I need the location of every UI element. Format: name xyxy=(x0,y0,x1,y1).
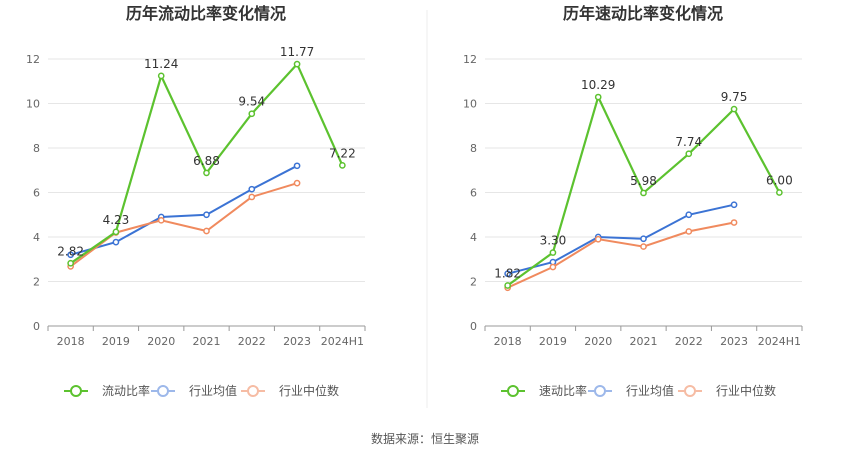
data-point xyxy=(730,105,738,113)
data-label: 1.82 xyxy=(494,267,521,281)
data-label: 6.88 xyxy=(193,154,220,168)
series-line-2 xyxy=(507,203,735,275)
data-point xyxy=(203,169,210,177)
data-point xyxy=(504,282,511,289)
y-tick-label: 10 xyxy=(463,98,477,111)
data-point xyxy=(730,201,738,209)
data-source-note: 数据来源：恒生聚源 xyxy=(370,432,479,446)
legend-swatch-marker xyxy=(70,385,82,397)
y-tick-label: 12 xyxy=(463,53,477,66)
chart-title: 历年速动比率变化情况 xyxy=(563,4,723,23)
data-label: 4.23 xyxy=(103,213,130,227)
data-label: 11.24 xyxy=(144,57,178,71)
data-label: 2.82 xyxy=(57,244,84,258)
data-point xyxy=(640,243,647,250)
y-tick-label: 0 xyxy=(33,320,40,333)
data-point xyxy=(112,228,120,236)
data-label: 9.54 xyxy=(238,95,265,109)
x-tick-label: 2021 xyxy=(630,335,658,348)
data-label: 3.30 xyxy=(540,234,567,248)
data-label: 9.75 xyxy=(721,90,748,104)
legend-swatch-marker xyxy=(507,385,519,397)
data-point xyxy=(339,162,346,169)
chart-panel-2: 历年速动比率变化情况 0 2 4 6 8 10 12 2018 2019 2020 2021 2022 2… xyxy=(463,4,803,398)
legend-swatch-marker xyxy=(684,385,696,397)
x-tick-label: 2024H1 xyxy=(321,335,364,348)
x-tick-label: 2022 xyxy=(675,335,703,348)
data-point xyxy=(594,93,602,101)
legend-swatch-marker xyxy=(247,385,259,397)
y-tick-label: 6 xyxy=(33,187,40,200)
legend-label: 行业均值 xyxy=(626,383,674,398)
x-tick-label: 2020 xyxy=(584,335,612,348)
y-tick-label: 4 xyxy=(470,231,477,244)
y-tick-label: 2 xyxy=(33,276,40,289)
x-tick-label: 2019 xyxy=(102,335,130,348)
x-tick-label: 2023 xyxy=(720,335,748,348)
data-point xyxy=(157,216,165,224)
data-point xyxy=(776,189,783,196)
data-label: 7.22 xyxy=(329,146,356,160)
legend-label: 速动比率 xyxy=(539,383,587,398)
data-point xyxy=(248,193,256,201)
series-line-2 xyxy=(70,164,298,256)
data-point xyxy=(203,211,210,219)
data-point xyxy=(640,189,647,197)
data-point xyxy=(504,270,511,278)
data-label: 7.74 xyxy=(675,135,702,149)
y-tick-label: 6 xyxy=(470,187,477,200)
y-tick-label: 2 xyxy=(470,276,477,289)
x-tick-label: 2019 xyxy=(539,335,567,348)
x-tick-label: 2023 xyxy=(283,335,311,348)
data-point xyxy=(293,162,301,170)
y-tick-label: 8 xyxy=(470,142,477,155)
data-point xyxy=(640,235,647,243)
data-point xyxy=(67,251,74,259)
data-point xyxy=(549,263,557,271)
data-point xyxy=(549,249,557,256)
data-point xyxy=(203,227,210,235)
x-tick-label: 2024H1 xyxy=(758,335,801,348)
legend-swatch-marker xyxy=(594,385,606,397)
data-point xyxy=(157,72,165,80)
legend-swatch-marker xyxy=(157,385,169,397)
data-point xyxy=(685,211,693,219)
data-label: 5.98 xyxy=(630,174,657,188)
legend-label: 行业均值 xyxy=(189,383,237,398)
x-tick-label: 2022 xyxy=(238,335,266,348)
data-point xyxy=(67,259,74,267)
data-point xyxy=(248,185,256,193)
y-tick-label: 8 xyxy=(33,142,40,155)
data-label: 11.77 xyxy=(280,45,314,59)
x-tick-label: 2018 xyxy=(57,335,85,348)
data-label: 10.29 xyxy=(581,78,615,92)
legend-label: 行业中位数 xyxy=(279,383,339,398)
y-tick-label: 10 xyxy=(26,98,40,111)
y-tick-label: 12 xyxy=(26,53,40,66)
data-point xyxy=(685,150,693,158)
data-point xyxy=(248,110,256,118)
chart-panel-1: 历年流动比率变化情况 0 2 4 6 8 10 12 2018 2019 2020 2021 2022 2… xyxy=(26,4,366,398)
chart-title: 历年流动比率变化情况 xyxy=(126,4,286,23)
data-label: 6.00 xyxy=(766,174,793,188)
data-point xyxy=(293,60,301,68)
x-tick-label: 2020 xyxy=(147,335,175,348)
x-tick-label: 2018 xyxy=(494,335,522,348)
legend-label: 行业中位数 xyxy=(716,383,776,398)
data-point xyxy=(730,219,738,226)
y-tick-label: 4 xyxy=(33,231,40,244)
data-point xyxy=(293,179,301,187)
data-point xyxy=(112,238,120,246)
data-point xyxy=(685,228,693,235)
legend-label: 流动比率 xyxy=(102,383,150,398)
y-tick-label: 0 xyxy=(470,320,477,333)
x-tick-label: 2021 xyxy=(193,335,221,348)
series-line-3 xyxy=(507,221,735,289)
data-point xyxy=(594,235,602,243)
